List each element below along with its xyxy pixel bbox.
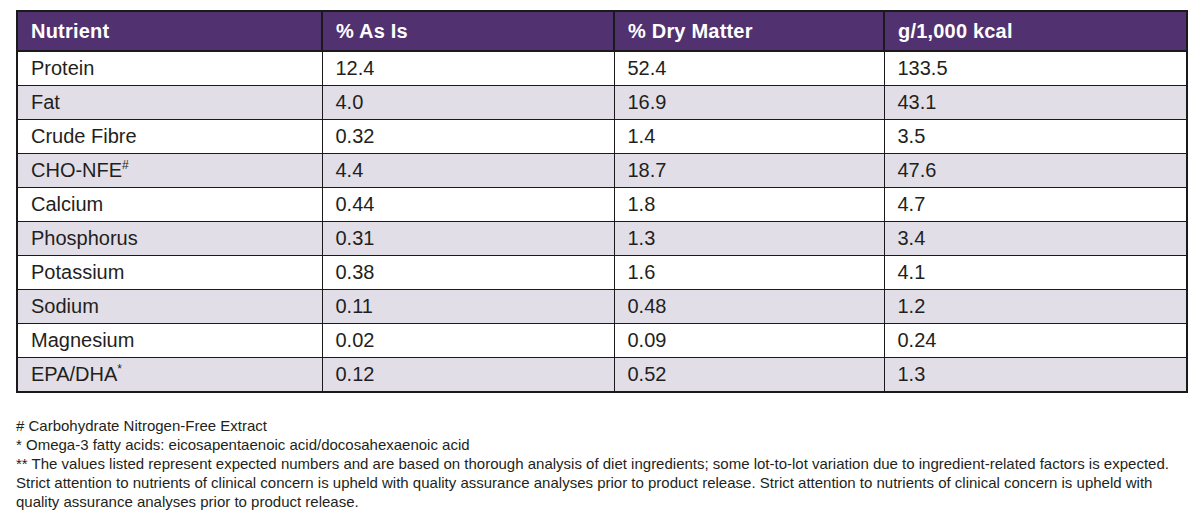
column-header-nutrient: Nutrient [17,11,322,51]
g-per-1000-kcal-cell: 43.1 [884,86,1187,120]
nutrient-cell: EPA/DHA* [17,358,322,393]
table-row: CHO-NFE# 4.4 18.7 47.6 [17,154,1187,188]
g-per-1000-kcal-cell: 4.7 [884,188,1187,222]
footnote-cho-nfe: # Carbohydrate Nitrogen-Free Extract [16,416,1188,435]
g-per-1000-kcal-cell: 0.24 [884,324,1187,358]
nutrient-cell: Protein [17,51,322,86]
as-is-cell: 4.4 [322,154,614,188]
footnote-marker: * [117,362,122,376]
table-row: Phosphorus 0.31 1.3 3.4 [17,222,1187,256]
dry-matter-cell: 1.8 [614,188,884,222]
dry-matter-cell: 0.52 [614,358,884,393]
header-row: Nutrient % As Is % Dry Matter g/1,000 kc… [17,11,1187,51]
nutrient-label: EPA/DHA [31,363,117,385]
nutrient-cell: CHO-NFE# [17,154,322,188]
nutrient-cell: Crude Fibre [17,120,322,154]
dry-matter-cell: 52.4 [614,51,884,86]
dry-matter-cell: 1.3 [614,222,884,256]
g-per-1000-kcal-cell: 1.2 [884,290,1187,324]
g-per-1000-kcal-cell: 3.4 [884,222,1187,256]
footnote-values-disclaimer: ** The values listed represent expected … [16,454,1188,511]
nutrient-cell: Phosphorus [17,222,322,256]
nutrient-label: Fat [31,91,60,113]
g-per-1000-kcal-cell: 133.5 [884,51,1187,86]
g-per-1000-kcal-cell: 4.1 [884,256,1187,290]
table-header: Nutrient % As Is % Dry Matter g/1,000 kc… [17,11,1187,51]
nutrient-cell: Potassium [17,256,322,290]
table-body: Protein 12.4 52.4 133.5 Fat 4.0 16.9 43.… [17,51,1187,392]
as-is-cell: 0.02 [322,324,614,358]
nutrient-table: Nutrient % As Is % Dry Matter g/1,000 kc… [16,10,1188,393]
nutrient-cell: Magnesium [17,324,322,358]
nutrient-label: Phosphorus [31,227,138,249]
nutrient-label: Magnesium [31,329,134,351]
as-is-cell: 0.32 [322,120,614,154]
nutrient-cell: Fat [17,86,322,120]
footnote-epa-dha: * Omega-3 fatty acids: eicosapentaenoic … [16,435,1188,454]
dry-matter-cell: 18.7 [614,154,884,188]
nutrient-label: CHO-NFE [31,159,122,181]
table-row: EPA/DHA* 0.12 0.52 1.3 [17,358,1187,393]
column-header-g-per-1000-kcal: g/1,000 kcal [884,11,1187,51]
dry-matter-cell: 0.09 [614,324,884,358]
footnotes: # Carbohydrate Nitrogen-Free Extract * O… [16,416,1188,511]
as-is-cell: 0.11 [322,290,614,324]
table-row: Fat 4.0 16.9 43.1 [17,86,1187,120]
table-row: Crude Fibre 0.32 1.4 3.5 [17,120,1187,154]
as-is-cell: 4.0 [322,86,614,120]
column-header-dry-matter: % Dry Matter [614,11,884,51]
dry-matter-cell: 16.9 [614,86,884,120]
dry-matter-cell: 1.6 [614,256,884,290]
nutrient-label: Potassium [31,261,124,283]
nutrient-label: Crude Fibre [31,125,137,147]
table-row: Magnesium 0.02 0.09 0.24 [17,324,1187,358]
nutrient-cell: Calcium [17,188,322,222]
g-per-1000-kcal-cell: 3.5 [884,120,1187,154]
table-row: Calcium 0.44 1.8 4.7 [17,188,1187,222]
dry-matter-cell: 0.48 [614,290,884,324]
table-row: Sodium 0.11 0.48 1.2 [17,290,1187,324]
as-is-cell: 12.4 [322,51,614,86]
dry-matter-cell: 1.4 [614,120,884,154]
g-per-1000-kcal-cell: 1.3 [884,358,1187,393]
nutrient-label: Sodium [31,295,99,317]
table-row: Protein 12.4 52.4 133.5 [17,51,1187,86]
as-is-cell: 0.31 [322,222,614,256]
nutrient-label: Calcium [31,193,103,215]
footnote-marker: # [122,158,129,172]
as-is-cell: 0.12 [322,358,614,393]
page: Nutrient % As Is % Dry Matter g/1,000 kc… [0,0,1200,511]
as-is-cell: 0.38 [322,256,614,290]
as-is-cell: 0.44 [322,188,614,222]
table-row: Potassium 0.38 1.6 4.1 [17,256,1187,290]
column-header-as-is: % As Is [322,11,614,51]
nutrient-label: Protein [31,57,94,79]
nutrient-cell: Sodium [17,290,322,324]
g-per-1000-kcal-cell: 47.6 [884,154,1187,188]
